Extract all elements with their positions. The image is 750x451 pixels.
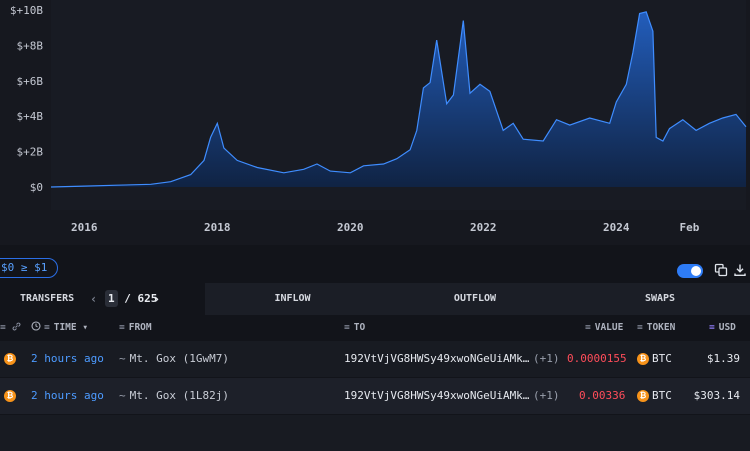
column-to-label: TO: [353, 322, 366, 333]
column-token[interactable]: ≡ TOKEN: [637, 322, 676, 333]
column-to[interactable]: ≡ TO: [344, 322, 366, 333]
copy-icon[interactable]: [714, 263, 728, 277]
table-row-partial: [0, 415, 750, 451]
column-time-label: TIME: [53, 322, 77, 333]
row-to-extra[interactable]: (+1): [533, 389, 560, 402]
tab-outflow[interactable]: OUTFLOW: [453, 293, 497, 304]
x-tick-label: 2016: [71, 221, 98, 234]
balance-chart: $0 $+2B $+4B $+6B $+8B $+10B 2016 2018 2020 2022 2…: [9, 4, 747, 234]
page-total: 625: [137, 292, 158, 305]
tab-bar: TRANSFERS ‹ 1 / 625 › INFLOW OUTFLOW SWA…: [0, 283, 750, 315]
btc-icon: ₿: [637, 390, 649, 402]
y-tick-label: $+10B: [10, 4, 43, 17]
clock-icon: [31, 321, 41, 331]
row-to-extra[interactable]: (+1): [533, 352, 560, 365]
page-next-button[interactable]: ›: [153, 292, 161, 306]
column-usd-label: USD: [718, 322, 736, 333]
column-token-label: TOKEN: [646, 322, 676, 333]
row-value: 0.0000155: [567, 352, 627, 365]
chart-area: [51, 11, 746, 187]
row-from-addr: (1GwM7): [182, 352, 229, 365]
sort-desc-icon: ▾: [82, 322, 89, 333]
row-usd: $303.14: [693, 389, 740, 402]
toggle-switch[interactable]: [677, 264, 703, 278]
y-tick-label: $+2B: [17, 146, 44, 159]
tab-swaps[interactable]: SWAPS: [644, 293, 676, 304]
tab-transfers-label: TRANSFERS: [20, 293, 75, 304]
column-value[interactable]: ≡ VALUE: [585, 322, 624, 333]
y-tick-label: $+6B: [17, 75, 44, 88]
filter-row: $0 ≥ $1: [0, 245, 750, 283]
table-header: ≡ ≡ TIME ▾ ≡ FROM ≡ TO ≡ VALUE ≡ TOKEN ≡ USD: [0, 315, 750, 341]
row-from-addr: (1L82j): [182, 389, 229, 402]
table-row[interactable]: ₿ 2 hours ago ~ Mt. Gox (1L82j) 192VtVjVG…: [0, 378, 750, 414]
chain-link-icon: [12, 315, 21, 341]
btc-icon: ₿: [4, 353, 16, 365]
column-time[interactable]: ≡ TIME ▾: [31, 315, 88, 341]
chart-svg: $0 $+2B $+4B $+6B $+8B $+10B 2016 2018 2020 2022 2…: [9, 4, 747, 234]
x-tick-label: Feb: [680, 221, 700, 234]
row-from-name: Mt. Gox: [129, 352, 176, 365]
tab-transfers[interactable]: TRANSFERS ‹ 1 / 625 ›: [0, 283, 205, 315]
y-tick-label: $0: [30, 181, 43, 194]
page-separator: /: [124, 292, 131, 305]
row-from-name: Mt. Gox: [129, 389, 176, 402]
row-from[interactable]: ~ Mt. Gox (1GwM7): [119, 352, 229, 365]
column-value-label: VALUE: [594, 322, 624, 333]
x-tick-label: 2018: [204, 221, 231, 234]
chart-line: [50, 11, 747, 188]
page-current[interactable]: 1: [105, 290, 118, 307]
btc-icon: ₿: [637, 353, 649, 365]
row-token[interactable]: BTC: [652, 389, 672, 402]
x-tick-label: 2024: [603, 221, 630, 234]
row-value: 0.00336: [579, 389, 626, 402]
btc-icon: ₿: [4, 390, 16, 402]
column-from-label: FROM: [128, 322, 152, 333]
tab-inflow[interactable]: INFLOW: [274, 293, 311, 304]
page-prev-button[interactable]: ‹: [90, 292, 98, 306]
column-from[interactable]: ≡ FROM: [119, 322, 152, 333]
table-row[interactable]: ₿ 2 hours ago ~ Mt. Gox (1GwM7) 192VtVjVG…: [0, 341, 750, 377]
row-time[interactable]: 2 hours ago: [31, 389, 104, 402]
row-token[interactable]: BTC: [652, 352, 672, 365]
row-to[interactable]: 192VtVjVG8HWSy49xwoNGeUiAMk…: [344, 352, 530, 365]
row-from[interactable]: ~ Mt. Gox (1L82j): [119, 389, 229, 402]
row-time[interactable]: 2 hours ago: [31, 352, 104, 365]
column-usd[interactable]: ≡ USD: [709, 322, 736, 333]
y-tick-label: $+4B: [17, 110, 44, 123]
download-icon[interactable]: [733, 263, 747, 277]
page-indicator: 1 / 625: [103, 286, 159, 312]
x-tick-label: 2020: [337, 221, 364, 234]
y-tick-label: $+8B: [17, 39, 44, 52]
filter-icon[interactable]: ≡: [0, 322, 6, 333]
value-filter-pill[interactable]: $0 ≥ $1: [0, 258, 59, 278]
row-usd: $1.39: [706, 352, 740, 365]
x-tick-label: 2022: [470, 221, 497, 234]
row-to[interactable]: 192VtVjVG8HWSy49xwoNGeUiAMk…: [344, 389, 530, 402]
